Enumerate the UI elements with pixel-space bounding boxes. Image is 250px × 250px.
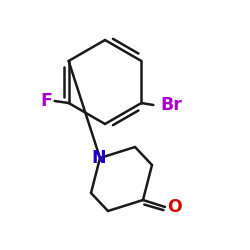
Text: N: N: [92, 149, 106, 167]
Text: Br: Br: [160, 96, 182, 114]
Text: O: O: [168, 198, 182, 216]
Text: F: F: [41, 92, 52, 110]
